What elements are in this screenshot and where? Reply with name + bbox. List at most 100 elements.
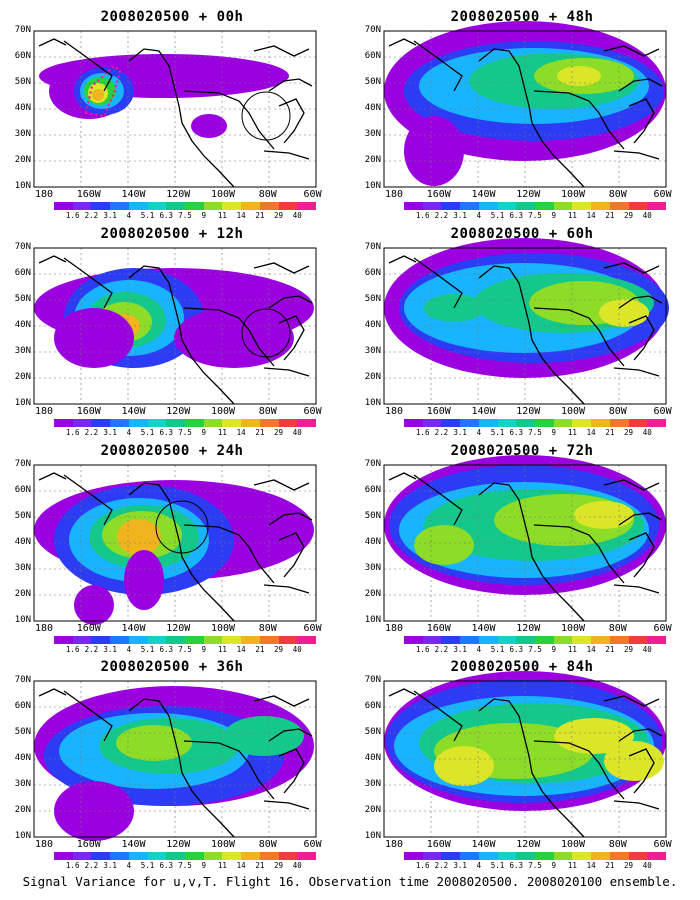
lon-tick-label: 140W xyxy=(121,623,146,634)
colorbar-swatch xyxy=(91,202,111,210)
colorbar-label: 3.1 xyxy=(453,645,467,654)
variance-contour xyxy=(557,66,601,86)
colorbar-label: 3.1 xyxy=(103,428,117,437)
coastline xyxy=(388,255,663,405)
colorbar-label: 11 xyxy=(567,211,577,220)
lon-tick-label: 80W xyxy=(258,623,277,634)
colorbar-label: 4 xyxy=(126,645,132,654)
coastline xyxy=(38,472,313,622)
colorbar-swatch xyxy=(128,636,148,644)
lon-tick-label: 80W xyxy=(258,839,277,850)
colorbar-label: 21 xyxy=(255,861,265,870)
colorbar-swatch xyxy=(72,636,92,644)
lon-tick-label: 60W xyxy=(653,406,672,417)
colorbar-label: 6.3 xyxy=(509,428,524,437)
lat-tick-label: 20N xyxy=(14,155,31,165)
colorbar-swatch xyxy=(128,852,148,860)
lon-tick-label: 120W xyxy=(516,189,541,200)
colorbar-swatch xyxy=(54,636,73,644)
colorbar-label: 29 xyxy=(274,428,284,437)
lat-tick-label: 50N xyxy=(364,294,381,304)
colorbar-label: 9 xyxy=(201,645,206,654)
colorbar-label: 5.1 xyxy=(490,861,505,870)
colorbar-swatch xyxy=(516,636,536,644)
lat-tick-label: 10N xyxy=(364,831,381,841)
variance-contour xyxy=(116,725,192,761)
colorbar-label: 29 xyxy=(274,645,284,654)
colorbar-swatch xyxy=(259,202,279,210)
lat-tick-label: 50N xyxy=(364,77,381,87)
lat-tick-label: 40N xyxy=(364,753,381,763)
lon-tick-label: 180 xyxy=(34,189,54,200)
lon-tick-label: 80W xyxy=(608,189,627,200)
colorbar-label: 29 xyxy=(624,645,634,654)
colorbar-label: 3.1 xyxy=(103,645,117,654)
colorbar-swatch xyxy=(110,636,129,644)
colorbar-label: 5.1 xyxy=(140,645,155,654)
colorbar-swatch xyxy=(259,852,279,860)
colorbar-label: 40 xyxy=(292,428,302,437)
colorbar-label: 4 xyxy=(126,211,132,220)
lat-tick-label: 20N xyxy=(14,805,31,815)
colorbar-swatch xyxy=(441,419,461,427)
colorbar-swatch xyxy=(441,852,461,860)
map-frame xyxy=(383,30,667,188)
variance-contour xyxy=(599,299,649,327)
colorbar-swatch xyxy=(441,202,461,210)
colorbar xyxy=(54,636,317,644)
colorbar-swatch xyxy=(497,419,517,427)
flight-track xyxy=(84,64,122,118)
colorbar-swatch xyxy=(441,636,461,644)
colorbar-swatch xyxy=(478,419,498,427)
lon-tick-label: 100W xyxy=(211,406,236,417)
colorbar-label: 29 xyxy=(624,861,634,870)
lat-tick-label: 20N xyxy=(14,589,31,599)
colorbar-swatch xyxy=(185,852,204,860)
map-frame xyxy=(383,680,667,838)
lat-tick-label: 20N xyxy=(364,155,381,165)
colorbar-swatch xyxy=(516,852,536,860)
colorbar-label: 3.1 xyxy=(103,861,117,870)
colorbar-label: 2.2 xyxy=(434,428,449,437)
lat-tick-label: 20N xyxy=(364,589,381,599)
lat-tick-label: 60N xyxy=(14,268,31,278)
colorbar-swatch xyxy=(553,202,573,210)
lat-tick-label: 30N xyxy=(364,129,381,139)
colorbar-swatch xyxy=(628,202,648,210)
colorbar-swatch xyxy=(222,852,242,860)
colorbar-label: 5.1 xyxy=(140,211,155,220)
colorbar-swatch xyxy=(147,419,167,427)
colorbar-label: 4 xyxy=(476,428,482,437)
colorbar-label: 29 xyxy=(624,211,634,220)
colorbar-swatch xyxy=(591,636,610,644)
lat-tick-label: 40N xyxy=(364,103,381,113)
lon-tick-label: 160W xyxy=(76,623,101,634)
colorbar-label: 3.1 xyxy=(103,211,117,220)
lon-tick-label: 80W xyxy=(258,406,277,417)
colorbar-swatch xyxy=(222,636,242,644)
colorbar-swatch xyxy=(647,202,667,210)
lat-tick-label: 60N xyxy=(364,485,381,495)
lat-tick-label: 10N xyxy=(364,181,381,191)
colorbar-label: 1.6 xyxy=(415,645,430,654)
lon-tick-label: 100W xyxy=(211,189,236,200)
lat-tick-label: 30N xyxy=(364,563,381,573)
colorbar-swatch xyxy=(609,202,629,210)
colorbar-label: 6.3 xyxy=(159,645,174,654)
lat-tick-label: 40N xyxy=(14,320,31,330)
lon-tick-label: 140W xyxy=(471,839,496,850)
lon-tick-label: 160W xyxy=(76,189,101,200)
colorbar-swatch xyxy=(647,636,667,644)
lat-tick-label: 30N xyxy=(364,779,381,789)
lon-tick-label: 180 xyxy=(384,839,404,850)
colorbar-swatch xyxy=(278,852,298,860)
colorbar-label: 21 xyxy=(605,645,615,654)
lon-tick-label: 160W xyxy=(426,189,451,200)
colorbar-label: 9 xyxy=(201,211,206,220)
variance-contour xyxy=(54,308,134,368)
map-p12 xyxy=(33,247,317,405)
colorbar-label: 21 xyxy=(605,861,615,870)
colorbar-label: 11 xyxy=(567,861,577,870)
variance-contour xyxy=(604,741,664,781)
lon-tick-label: 100W xyxy=(561,839,586,850)
